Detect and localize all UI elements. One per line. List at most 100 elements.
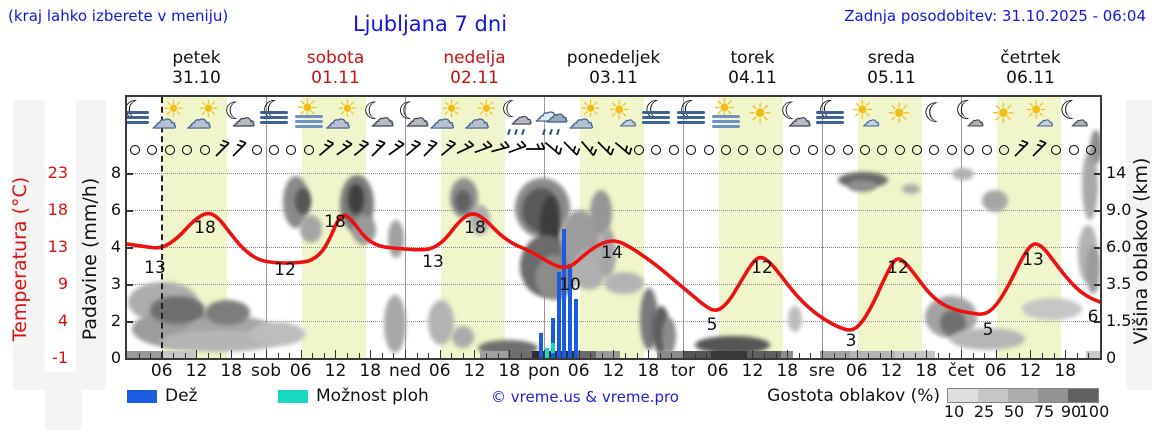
- wind-barb-icon: [403, 138, 425, 160]
- time-tick-mark: [173, 353, 175, 358]
- wind-barb-icon: [1012, 139, 1032, 159]
- ground-cloud-strip-segment: [578, 351, 596, 358]
- wind-calm-icon: [130, 145, 140, 155]
- weather-icon-moon-cloud-rain: ☾ ☁: [500, 98, 536, 136]
- cloud-cover-blob: [1022, 298, 1082, 320]
- time-axis-label: tor: [670, 361, 696, 381]
- ground-cloud-strip-segment: [161, 351, 197, 358]
- cloud-cover-blob: [150, 296, 205, 324]
- rain-bar: [568, 264, 572, 358]
- time-axis-label: 06: [428, 361, 451, 381]
- cloud-density-gradient-segment: [1068, 389, 1098, 402]
- time-axis-label: čet: [947, 361, 975, 381]
- wind-barb-icon: [351, 138, 373, 160]
- weather-icon-moon-cloud: ☾ ☁: [361, 98, 397, 136]
- time-tick-mark: [856, 350, 858, 358]
- fog-line: [711, 125, 740, 128]
- time-axis-label: 18: [637, 361, 660, 381]
- time-tick-mark: [1088, 353, 1090, 358]
- time-tick-mark: [196, 350, 198, 358]
- shower-bar: [545, 348, 549, 358]
- time-axis-label: 18: [915, 361, 938, 381]
- time-tick-mark: [833, 353, 835, 358]
- axis-tick-label: 3: [110, 274, 121, 293]
- weather-icon-sun: ☀: [987, 98, 1023, 136]
- time-tick-mark: [138, 353, 140, 358]
- daylight-band: [719, 97, 783, 358]
- temperature-value-label: 6: [1087, 307, 1099, 327]
- rain-mark: [556, 128, 560, 136]
- cloud-cover-blob: [455, 190, 471, 212]
- cloud-cover-blob: [352, 215, 376, 245]
- sun-icon: ☀: [162, 97, 185, 123]
- wind-barb-icon: [438, 138, 460, 160]
- axis-tick-label: 14: [1106, 163, 1127, 182]
- day-date: 04.11: [728, 68, 777, 88]
- temperature-value-label: 12: [887, 258, 909, 278]
- temperature-value-label: 14: [601, 243, 623, 263]
- moon-icon: ☾: [955, 97, 979, 126]
- time-axis-label: 06: [289, 361, 312, 381]
- wind-barb-icon: [369, 139, 389, 159]
- wind-barb-icon: [470, 136, 497, 163]
- chart-plot-area: 13181218131810145123125136☾☀☁☀☁☾☁☾☀☀☁☾☁☾…: [127, 97, 1100, 358]
- wind-barb-icon: [561, 139, 581, 159]
- day-date: 01.11: [311, 68, 360, 88]
- day-separator: [822, 97, 823, 358]
- cloud-density-gradient-segment: [978, 389, 1008, 402]
- wind-calm-icon: [286, 145, 297, 155]
- weather-icon-sun-small-cloud: ☀ ☁: [848, 98, 884, 136]
- axis-tick-label: 6.0: [1106, 237, 1132, 256]
- sun-icon: ☀: [1024, 97, 1048, 126]
- time-tick-mark: [949, 353, 951, 358]
- sun-icon: ☀: [579, 97, 602, 123]
- day-date: 06.11: [1006, 68, 1055, 88]
- axis-tick-label: 0: [1106, 348, 1117, 367]
- copyright-link[interactable]: © vreme.us & vreme.pro: [491, 388, 679, 406]
- temperature-value-label: 18: [324, 212, 346, 232]
- wind-barb-icon: [421, 139, 441, 159]
- cloud-icon: ☁: [405, 106, 429, 132]
- temperature-value-label: 5: [982, 320, 994, 340]
- axis-tick-label: -1: [52, 348, 68, 367]
- time-axis-label: 06: [984, 361, 1007, 381]
- weather-icon-moon-small-cloud: ☾ ☁: [1056, 98, 1092, 136]
- day-name: petek: [172, 48, 221, 68]
- cloud-cover-blob: [902, 184, 920, 194]
- wind-calm-icon: [807, 145, 818, 155]
- sun-icon: ☀: [607, 97, 631, 126]
- time-axis-label: 06: [567, 361, 590, 381]
- wind-barb-icon: [487, 135, 514, 162]
- time-tick-mark: [474, 350, 476, 358]
- day-header: petek 31.10: [127, 48, 266, 88]
- cloud-cover-blob: [604, 272, 644, 294]
- showers-legend-label: Možnost ploh: [312, 386, 433, 406]
- fog-line: [127, 111, 149, 114]
- weather-icon-sun: ☀: [883, 98, 919, 136]
- day-date: 03.11: [589, 68, 638, 88]
- day-header: ponedeljek 03.11: [544, 48, 683, 88]
- time-axis-label: 12: [880, 361, 903, 381]
- day-header: sreda 05.11: [822, 48, 961, 88]
- time-axis-label: 06: [706, 361, 729, 381]
- cloud-icon: ☁: [619, 111, 637, 131]
- time-tick-mark: [845, 353, 847, 358]
- time-tick-mark: [706, 353, 708, 358]
- time-tick-mark: [671, 353, 673, 358]
- day-header: torek 04.11: [683, 48, 822, 88]
- axis-tick-label: 1.5: [1106, 311, 1132, 330]
- time-tick-mark: [787, 350, 789, 358]
- ground-cloud-strip-segment: [747, 351, 781, 358]
- cloud-density-value: 75: [1033, 402, 1055, 421]
- wind-calm-icon: [755, 145, 766, 155]
- weather-icon-sun: ☀: [744, 98, 780, 136]
- moon-icon: ☾: [1059, 97, 1083, 126]
- wind-calm-icon: [182, 145, 193, 155]
- fog-line: [294, 115, 323, 118]
- time-tick-mark: [590, 353, 592, 358]
- time-tick-mark: [1018, 353, 1020, 358]
- axis-tick-label: 9.0: [1106, 200, 1132, 219]
- day-name: četrtek: [1000, 48, 1061, 68]
- sun-icon: ☀: [747, 97, 773, 130]
- sun-icon: ☀: [295, 97, 320, 124]
